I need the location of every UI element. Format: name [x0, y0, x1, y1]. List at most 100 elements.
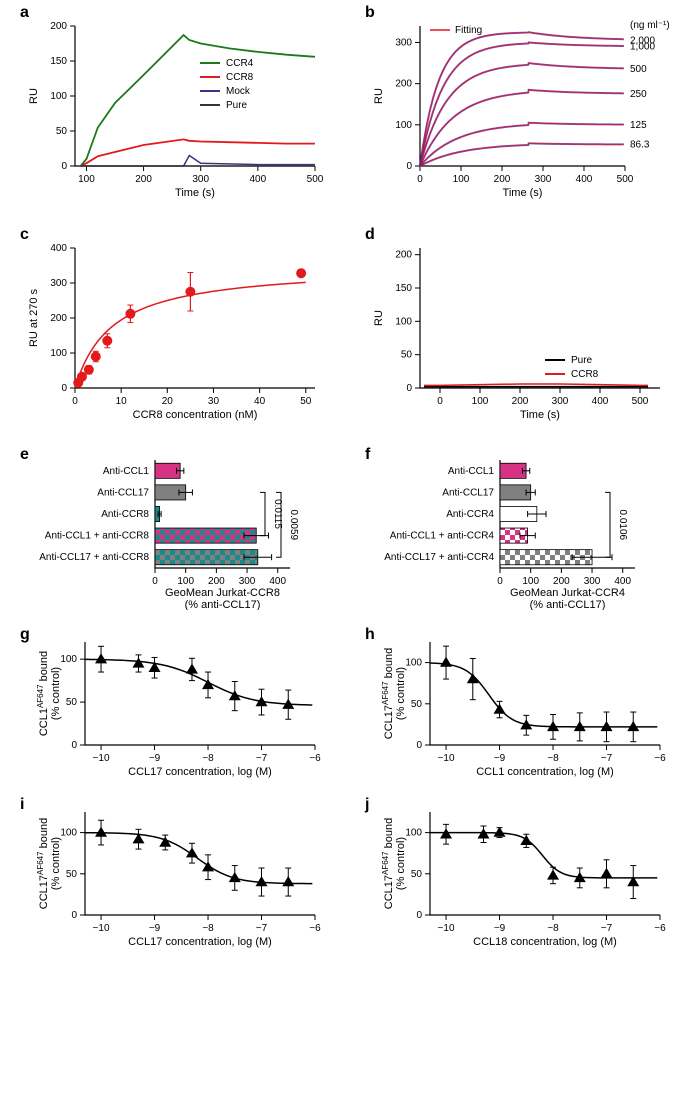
- svg-text:Time (s): Time (s): [503, 187, 543, 199]
- svg-text:200: 200: [395, 79, 412, 90]
- svg-text:(% anti-CCL17): (% anti-CCL17): [185, 599, 261, 610]
- svg-text:0: 0: [61, 383, 67, 394]
- svg-text:0: 0: [406, 383, 412, 394]
- svg-text:CCR8: CCR8: [226, 72, 254, 83]
- svg-text:50: 50: [66, 869, 78, 880]
- svg-text:300: 300: [535, 174, 552, 185]
- svg-text:CCL1 concentration, log (M): CCL1 concentration, log (M): [476, 766, 614, 778]
- svg-text:Time (s): Time (s): [175, 187, 215, 199]
- panel-label: j: [365, 796, 369, 814]
- svg-text:−8: −8: [547, 753, 559, 764]
- svg-text:Anti-CCL17 + anti-CCR8: Anti-CCL17 + anti-CCR8: [39, 552, 149, 563]
- svg-text:0: 0: [71, 910, 77, 921]
- svg-text:(% control): (% control): [50, 837, 62, 890]
- svg-text:200: 200: [494, 174, 511, 185]
- svg-text:−9: −9: [149, 923, 161, 934]
- svg-text:CCR8 concentration (nM): CCR8 concentration (nM): [133, 409, 258, 421]
- svg-text:Anti-CCL1: Anti-CCL1: [103, 466, 150, 477]
- svg-text:Anti-CCL1 + anti-CCR4: Anti-CCL1 + anti-CCR4: [390, 531, 495, 542]
- svg-text:500: 500: [617, 174, 634, 185]
- svg-text:0: 0: [406, 161, 412, 172]
- svg-text:500: 500: [630, 64, 647, 75]
- svg-text:100: 100: [60, 654, 77, 665]
- svg-text:−10: −10: [93, 923, 110, 934]
- svg-text:RU: RU: [28, 88, 40, 104]
- svg-text:0: 0: [152, 576, 158, 587]
- svg-text:100: 100: [50, 348, 67, 359]
- svg-text:Anti-CCL17 + anti-CCR4: Anti-CCL17 + anti-CCR4: [384, 552, 494, 563]
- svg-text:400: 400: [50, 243, 67, 254]
- svg-text:30: 30: [208, 396, 220, 407]
- panel-label: g: [20, 626, 30, 644]
- svg-text:0: 0: [437, 396, 443, 407]
- svg-text:−7: −7: [256, 923, 268, 934]
- svg-text:100: 100: [405, 658, 422, 669]
- svg-text:−8: −8: [202, 923, 214, 934]
- svg-text:RU: RU: [373, 310, 385, 326]
- svg-text:0: 0: [497, 576, 503, 587]
- svg-text:400: 400: [576, 174, 593, 185]
- svg-text:−9: −9: [149, 753, 161, 764]
- svg-text:0.0106: 0.0106: [617, 510, 628, 541]
- svg-text:Anti-CCR4: Anti-CCR4: [446, 509, 494, 520]
- svg-text:Time (s): Time (s): [520, 409, 560, 421]
- svg-text:400: 400: [592, 396, 609, 407]
- svg-text:0: 0: [417, 174, 423, 185]
- svg-text:0: 0: [71, 740, 77, 751]
- svg-text:100: 100: [522, 576, 539, 587]
- svg-text:1,000: 1,000: [630, 42, 655, 53]
- panel-label: f: [365, 446, 370, 464]
- svg-text:Pure: Pure: [226, 100, 248, 111]
- svg-text:100: 100: [177, 576, 194, 587]
- panel-j: j−10−9−8−7−6050100CCL18 concentration, l…: [365, 800, 675, 955]
- svg-text:GeoMean Jurkat-CCR8: GeoMean Jurkat-CCR8: [165, 587, 280, 599]
- svg-text:Mock: Mock: [226, 86, 251, 97]
- svg-text:CCL17AF647 bound: CCL17AF647 bound: [381, 818, 395, 909]
- svg-text:500: 500: [307, 174, 324, 185]
- panel-c: c010203040500100200300400CCR8 concentrat…: [20, 230, 330, 430]
- svg-text:100: 100: [78, 174, 95, 185]
- svg-text:−6: −6: [654, 923, 666, 934]
- svg-text:Anti-CCL17: Anti-CCL17: [97, 487, 149, 498]
- svg-text:CCL17 concentration, log (M): CCL17 concentration, log (M): [128, 766, 272, 778]
- svg-text:GeoMean Jurkat-CCR4: GeoMean Jurkat-CCR4: [510, 587, 625, 599]
- svg-text:10: 10: [116, 396, 128, 407]
- panel-h: h−10−9−8−7−6050100CCL1 concentration, lo…: [365, 630, 675, 785]
- svg-text:200: 200: [50, 313, 67, 324]
- svg-text:86.3: 86.3: [630, 140, 650, 151]
- svg-text:200: 200: [512, 396, 529, 407]
- svg-text:CCL18 concentration, log (M): CCL18 concentration, log (M): [473, 936, 617, 948]
- panel-label: c: [20, 226, 29, 244]
- svg-text:−9: −9: [494, 753, 506, 764]
- svg-text:100: 100: [405, 828, 422, 839]
- svg-text:(% control): (% control): [50, 667, 62, 720]
- svg-text:−7: −7: [256, 753, 268, 764]
- panel-label: e: [20, 446, 29, 464]
- svg-text:300: 300: [552, 396, 569, 407]
- svg-text:300: 300: [50, 278, 67, 289]
- svg-text:200: 200: [395, 250, 412, 261]
- panel-i: i−10−9−8−7−6050100CCL17 concentration, l…: [20, 800, 330, 955]
- svg-text:Pure: Pure: [571, 355, 593, 366]
- svg-text:0: 0: [72, 396, 78, 407]
- svg-text:Anti-CCL1: Anti-CCL1: [448, 466, 495, 477]
- svg-text:100: 100: [453, 174, 470, 185]
- svg-text:Anti-CCR8: Anti-CCR8: [101, 509, 149, 520]
- svg-text:Anti-CCL17: Anti-CCL17: [442, 487, 494, 498]
- svg-text:0: 0: [416, 910, 422, 921]
- svg-text:100: 100: [395, 120, 412, 131]
- svg-text:400: 400: [269, 576, 286, 587]
- svg-text:100: 100: [60, 828, 77, 839]
- svg-text:−7: −7: [601, 753, 613, 764]
- svg-text:50: 50: [66, 697, 78, 708]
- svg-text:200: 200: [135, 174, 152, 185]
- svg-text:100: 100: [395, 316, 412, 327]
- svg-text:50: 50: [411, 699, 423, 710]
- svg-text:Anti-CCL1 + anti-CCR8: Anti-CCL1 + anti-CCR8: [45, 531, 150, 542]
- svg-text:RU at 270 s: RU at 270 s: [28, 288, 40, 347]
- svg-text:125: 125: [630, 120, 647, 131]
- svg-text:0.0059: 0.0059: [288, 510, 299, 541]
- svg-text:CCL17AF647 bound: CCL17AF647 bound: [381, 648, 395, 739]
- svg-text:50: 50: [411, 869, 423, 880]
- svg-text:−6: −6: [654, 753, 666, 764]
